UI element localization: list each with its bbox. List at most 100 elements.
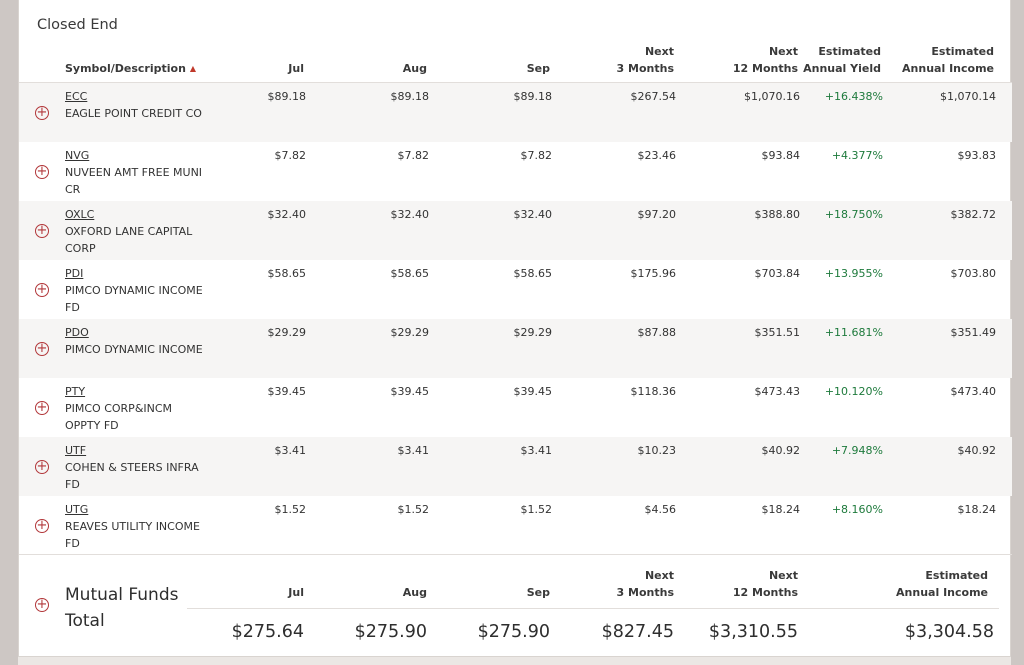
mutual-funds-header-next-3-line1: Next — [644, 569, 674, 582]
next-3-months-amount: $118.36 — [630, 385, 677, 398]
total-label: Total — [65, 611, 105, 631]
next-12-months-amount: $1,070.16 — [744, 90, 800, 103]
column-header-next-12-months[interactable]: Next 12 Months — [733, 43, 798, 77]
column-header-symbol[interactable]: Symbol/Description ▲ — [65, 60, 196, 77]
table-row: + OXLC OXFORD LANE CAPITAL CORP $32.40 $… — [19, 201, 1012, 260]
column-header-next-12-line2: 12 Months — [732, 62, 798, 75]
security-description: NUVEEN AMT FREE MUNI CR — [65, 166, 203, 196]
expand-plus-icon[interactable]: + — [35, 518, 49, 533]
totals-divider — [187, 608, 999, 609]
next-12-months-amount: $473.43 — [754, 385, 801, 398]
aug-amount: $3.41 — [397, 444, 430, 457]
section-title: Closed End — [37, 17, 118, 33]
symbol-link[interactable]: PDO — [65, 326, 89, 339]
mutual-funds-header-income-line1: Estimated — [925, 569, 988, 582]
aug-amount: $7.82 — [397, 149, 430, 162]
section-divider — [19, 554, 1012, 555]
next-12-months-amount: $18.24 — [761, 503, 801, 516]
expand-plus-icon[interactable]: + — [35, 341, 49, 356]
estimated-annual-income: $703.80 — [950, 267, 997, 280]
symbol-link[interactable]: PDI — [65, 267, 84, 280]
column-header-income-line2: Annual Income — [902, 62, 994, 75]
next-12-months-amount: $40.92 — [761, 444, 801, 457]
table-row: + UTF COHEN & STEERS INFRA FD $3.41 $3.4… — [19, 437, 1012, 496]
aug-amount: $29.29 — [390, 326, 430, 339]
table-row: + UTG REAVES UTILITY INCOME FD $1.52 $1.… — [19, 496, 1012, 555]
aug-amount: $58.65 — [390, 267, 430, 280]
next-3-months-amount: $10.23 — [637, 444, 677, 457]
next-panel-edge — [18, 657, 1011, 665]
estimated-annual-income: $473.40 — [950, 385, 997, 398]
sort-ascending-icon: ▲ — [189, 64, 197, 73]
estimated-annual-income: $1,070.14 — [940, 90, 996, 103]
security-description: OXFORD LANE CAPITAL CORP — [65, 225, 193, 255]
symbol-link[interactable]: ECC — [65, 90, 88, 103]
next-3-months-amount: $267.54 — [630, 90, 677, 103]
mutual-funds-header-next-3-line2: 3 Months — [616, 586, 674, 599]
estimated-annual-income: $18.24 — [957, 503, 997, 516]
column-header-next-3-months[interactable]: Next 3 Months — [617, 43, 674, 77]
aug-amount: $39.45 — [390, 385, 430, 398]
column-header-estimated-annual-income[interactable]: Estimated Annual Income — [902, 43, 994, 77]
sep-amount: $29.29 — [513, 326, 553, 339]
mutual-funds-header-income-line2: Annual Income — [896, 586, 988, 599]
symbol-link[interactable]: UTG — [65, 503, 89, 516]
next-12-months-amount: $703.84 — [754, 267, 801, 280]
estimated-annual-yield: +4.377% — [831, 149, 883, 162]
total-aug: $275.90 — [354, 622, 427, 642]
expand-plus-icon[interactable]: + — [35, 105, 49, 120]
next-3-months-amount: $4.56 — [644, 503, 677, 516]
mutual-funds-title: Mutual Funds — [65, 585, 179, 605]
column-header-jul[interactable]: Jul — [288, 62, 304, 75]
mutual-funds-header-next-12-months: Next 12 Months — [733, 567, 798, 601]
closed-end-panel: Closed End Symbol/Description ▲ Jul Aug S… — [18, 0, 1012, 657]
expand-plus-icon[interactable]: + — [35, 459, 49, 474]
jul-amount: $3.41 — [274, 444, 307, 457]
total-next-12-months: $3,310.55 — [708, 622, 798, 642]
sep-amount: $7.82 — [520, 149, 553, 162]
security-description: REAVES UTILITY INCOME FD — [65, 520, 200, 550]
sep-amount: $89.18 — [513, 90, 553, 103]
mutual-funds-header-next-12-line2: 12 Months — [732, 586, 798, 599]
column-header-income-line1: Estimated — [931, 45, 994, 58]
mutual-funds-header-next-3-months: Next 3 Months — [617, 567, 674, 601]
aug-amount: $89.18 — [390, 90, 430, 103]
estimated-annual-yield: +7.948% — [831, 444, 883, 457]
mutual-funds-header-estimated-annual-income: Estimated Annual Income — [896, 567, 988, 601]
security-description: PIMCO DYNAMIC INCOME — [65, 343, 203, 356]
symbol-link[interactable]: OXLC — [65, 208, 95, 221]
aug-amount: $1.52 — [397, 503, 430, 516]
estimated-annual-income: $40.92 — [957, 444, 997, 457]
header-divider — [19, 82, 1012, 83]
table-row: + PTY PIMCO CORP&INCM OPPTY FD $39.45 $3… — [19, 378, 1012, 437]
estimated-annual-income: $93.83 — [957, 149, 997, 162]
column-header-sep[interactable]: Sep — [526, 62, 550, 75]
estimated-annual-income: $382.72 — [950, 208, 997, 221]
next-3-months-amount: $175.96 — [630, 267, 677, 280]
symbol-link[interactable]: PTY — [65, 385, 86, 398]
column-header-estimated-annual-yield[interactable]: Estimated Annual Yield — [803, 43, 881, 77]
expand-plus-icon[interactable]: + — [35, 223, 49, 238]
symbol-link[interactable]: NVG — [65, 149, 90, 162]
mutual-funds-header-sep: Sep — [526, 586, 550, 599]
table-row: + PDI PIMCO DYNAMIC INCOME FD $58.65 $58… — [19, 260, 1012, 319]
jul-amount: $58.65 — [267, 267, 307, 280]
column-header-aug[interactable]: Aug — [402, 62, 427, 75]
table-row: + NVG NUVEEN AMT FREE MUNI CR $7.82 $7.8… — [19, 142, 1012, 201]
jul-amount: $29.29 — [267, 326, 307, 339]
jul-amount: $7.82 — [274, 149, 307, 162]
symbol-link[interactable]: UTF — [65, 444, 87, 457]
security-description: PIMCO DYNAMIC INCOME FD — [65, 284, 203, 314]
jul-amount: $39.45 — [267, 385, 307, 398]
expand-plus-icon[interactable]: + — [35, 164, 49, 179]
security-description: PIMCO CORP&INCM OPPTY FD — [65, 402, 173, 432]
expand-plus-icon[interactable]: + — [35, 282, 49, 297]
next-3-months-amount: $23.46 — [637, 149, 677, 162]
expand-plus-icon[interactable]: + — [35, 400, 49, 415]
table-row: + PDO PIMCO DYNAMIC INCOME $29.29 $29.29… — [19, 319, 1012, 378]
expand-mutual-funds-plus-icon[interactable]: + — [35, 597, 49, 612]
table-row: + ECC EAGLE POINT CREDIT CO $89.18 $89.1… — [19, 83, 1012, 142]
total-next-3-months: $827.45 — [601, 622, 674, 642]
sep-amount: $39.45 — [513, 385, 553, 398]
next-3-months-amount: $87.88 — [637, 326, 677, 339]
